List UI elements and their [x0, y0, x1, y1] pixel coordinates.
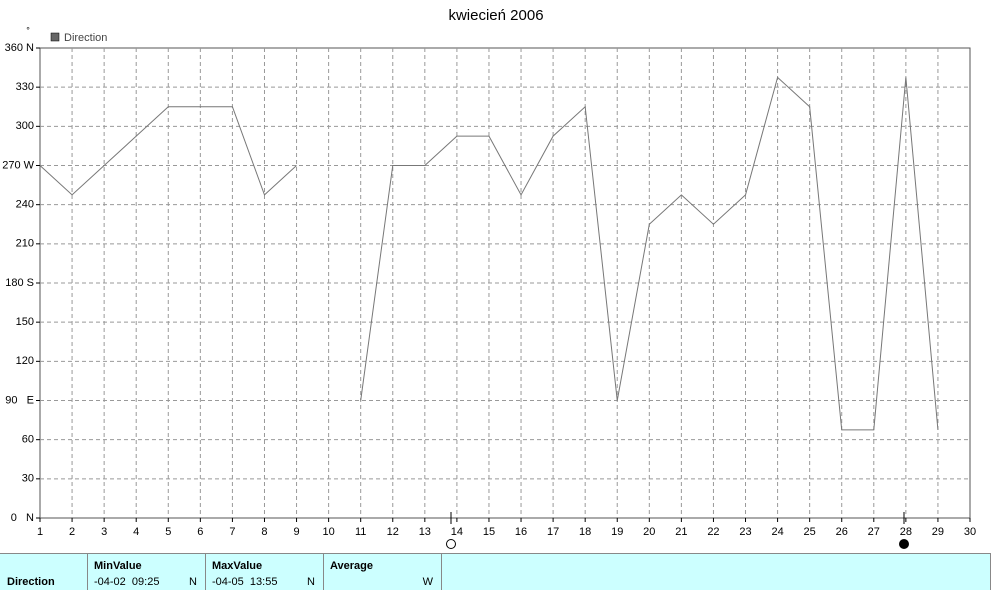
table-row-label: Direction — [7, 576, 55, 588]
x-tick-label: 30 — [964, 526, 976, 538]
x-tick-label: 26 — [836, 526, 848, 538]
table-header: Average — [330, 560, 374, 572]
x-tick-label: 15 — [483, 526, 495, 538]
table-cell: Average W — [324, 553, 442, 590]
x-tick-label: 28 — [900, 526, 912, 538]
legend-swatch — [50, 32, 60, 42]
y-tick-label: 0 N — [11, 512, 34, 524]
x-tick-label: 16 — [515, 526, 527, 538]
y-tick-label: 210 — [16, 238, 34, 250]
y-tick-label: 120 — [16, 355, 34, 367]
x-tick-label: 1 — [37, 526, 43, 538]
x-tick-label: 14 — [451, 526, 463, 538]
x-tick-label: 10 — [322, 526, 334, 538]
chart-title: kwiecień 2006 — [448, 7, 543, 24]
table-header: MaxValue — [212, 560, 263, 572]
table-filler — [442, 553, 991, 590]
table-cell: MaxValue -04-05 13:55 N — [206, 553, 324, 590]
x-tick-label: 23 — [739, 526, 751, 538]
legend-label: Direction — [64, 32, 107, 44]
y-axis-label: ° — [26, 25, 30, 35]
x-tick-label: 13 — [419, 526, 431, 538]
full-moon-icon — [446, 539, 456, 549]
x-tick-label: 8 — [261, 526, 267, 538]
x-tick-label: 11 — [355, 526, 366, 538]
x-tick-label: 3 — [101, 526, 107, 538]
x-tick-label: 5 — [165, 526, 171, 538]
y-tick-label: 330 — [16, 81, 34, 93]
y-tick-label: 270 W — [2, 159, 34, 171]
x-tick-label: 22 — [707, 526, 719, 538]
x-tick-label: 9 — [293, 526, 299, 538]
x-tick-label: 24 — [771, 526, 783, 538]
x-tick-label: 7 — [229, 526, 235, 538]
x-tick-label: 25 — [804, 526, 816, 538]
new-moon-icon — [899, 539, 909, 549]
x-tick-label: 2 — [69, 526, 75, 538]
y-tick-label: 240 — [16, 199, 34, 211]
x-tick-label: 19 — [611, 526, 623, 538]
table-unit: N — [307, 576, 315, 588]
x-tick-label: 12 — [387, 526, 399, 538]
x-tick-label: 21 — [675, 526, 687, 538]
y-tick-label: 360 N — [5, 42, 34, 54]
table-unit: W — [422, 576, 433, 588]
y-tick-label: 90 E — [5, 394, 34, 406]
y-tick-label: 180 S — [5, 277, 34, 289]
x-tick-label: 29 — [932, 526, 944, 538]
x-tick-label: 17 — [547, 526, 559, 538]
x-tick-label: 6 — [197, 526, 203, 538]
table-header: MinValue — [94, 560, 142, 572]
y-tick-label: 30 — [22, 473, 34, 485]
table-row-label-cell: Direction — [0, 553, 88, 590]
table-value: -04-02 09:25 — [94, 576, 160, 588]
y-tick-label: 60 — [22, 434, 34, 446]
x-tick-label: 4 — [133, 526, 139, 538]
data-line — [39, 76, 939, 431]
x-tick-label: 27 — [868, 526, 880, 538]
y-tick-label: 150 — [16, 316, 34, 328]
table-cell: MinValue -04-02 09:25 N — [88, 553, 206, 590]
y-tick-label: 300 — [16, 120, 34, 132]
x-tick-label: 18 — [579, 526, 591, 538]
x-tick-label: 20 — [643, 526, 655, 538]
table-unit: N — [189, 576, 197, 588]
table-value: -04-05 13:55 — [212, 576, 278, 588]
